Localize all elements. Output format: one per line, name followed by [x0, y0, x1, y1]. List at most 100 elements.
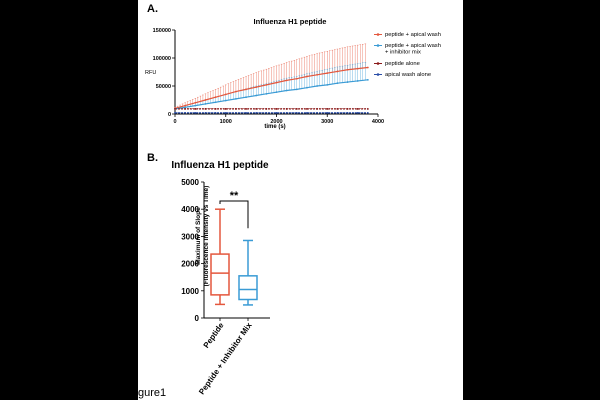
panel-a-point: [184, 104, 187, 107]
panel-a-point: [174, 108, 176, 110]
legend-label: peptide + apical wash: [385, 32, 441, 38]
panel-a-point: [214, 111, 217, 114]
legend-swatch-marker: [376, 62, 380, 65]
panel-a-point: [204, 99, 207, 101]
panel-b-title: Influenza H1 peptide: [171, 160, 269, 171]
panel-a-x-tick-label: 3000: [321, 119, 333, 125]
panel-a-point: [224, 93, 227, 96]
panel-a-point: [214, 96, 217, 99]
panel-a-point: [356, 108, 359, 110]
panel-a-x-tick-label: 4000: [372, 119, 384, 125]
panel-a-point: [285, 111, 288, 114]
panel-a-point: [316, 111, 318, 114]
box-iqr: [210, 253, 230, 296]
panel-a-point: [184, 108, 187, 110]
panel-a-point: [224, 108, 227, 110]
panel-a-axes: 0 50000 100000 150000 0 1000 2000 3000 4000: [153, 28, 384, 125]
panel-a-point: [295, 77, 298, 80]
panel-b-label: B.: [147, 152, 158, 164]
panel-a-point: [245, 111, 247, 114]
panel-a-point: [224, 99, 227, 102]
significance-stars: **: [230, 190, 239, 202]
panel-b-y-tick-label: 1000: [181, 287, 199, 296]
panel-a-point: [326, 108, 329, 110]
panel-a-ylabel: RFU: [145, 70, 156, 76]
panel-b-y-tick-label: 3000: [181, 232, 199, 241]
panel-a-point: [366, 108, 369, 110]
panel-b-y-tick-label: 0: [195, 314, 200, 323]
panel-b-y-tick-label: 2000: [181, 260, 199, 269]
panel-a-point: [245, 88, 247, 91]
panel-a-point: [184, 106, 187, 109]
panel-a-point: [295, 111, 298, 114]
panel-b-y-tick-label: 4000: [181, 205, 199, 214]
panel-a-y-tick-label: 0: [168, 112, 171, 118]
panel-a-point: [295, 108, 298, 110]
panel-a-point: [366, 78, 369, 81]
panel-a-point: [204, 108, 207, 110]
panel-a-point: [275, 111, 278, 114]
panel-b-significance: **: [219, 190, 249, 229]
panel-a-point: [275, 81, 278, 84]
panel-a-point: [336, 82, 339, 85]
panel-a-point: [224, 111, 227, 114]
panel-b-x-tick-label: Peptide: [202, 321, 226, 350]
panel-a-point: [235, 90, 237, 93]
panel-a-point: [346, 81, 349, 83]
panel-a-point: [346, 68, 349, 71]
panel-a-point: [194, 104, 197, 107]
panel-a-point: [204, 103, 207, 105]
legend-swatch-marker: [376, 33, 380, 36]
panel-a-point: [204, 111, 207, 114]
panel-a-series: [174, 66, 369, 114]
panel-a-point: [184, 111, 187, 114]
legend-label-line: peptide + apical wash: [385, 32, 441, 38]
panel-a-point: [194, 101, 197, 104]
panel-a-point: [245, 96, 247, 99]
legend-swatch-marker: [376, 73, 380, 76]
panel-a-point: [336, 111, 339, 114]
panel-a-point: [214, 108, 217, 110]
panel-a-point: [285, 89, 288, 92]
panel-a-point: [366, 111, 369, 114]
legend-label-line: apical wash alone: [385, 72, 431, 78]
panel-a-point: [275, 108, 278, 110]
panel-a-point: [316, 108, 318, 110]
panel-a-point: [316, 73, 318, 76]
panel-a-point: [265, 111, 268, 114]
panel-a-xlabel: time (s): [264, 124, 285, 130]
panel-a-y-tick-label: 50000: [156, 84, 171, 90]
panel-a-point: [285, 108, 288, 110]
panel-a-point: [316, 85, 318, 87]
legend-label-line: peptide alone: [385, 61, 420, 67]
figure-panel: A. Influenza H1 peptide RFU time (s) 0 50…: [138, 0, 463, 400]
panel-a-point: [275, 91, 278, 94]
panel-a-point: [306, 75, 308, 78]
panel-a-x-tick-label: 1000: [220, 119, 232, 125]
panel-b-y-tick-label: 5000: [181, 178, 199, 187]
panel-a-point: [285, 79, 288, 82]
panel-a-x-tick-label: 0: [173, 119, 176, 125]
panel-a-point: [295, 88, 298, 91]
panel-a-point: [255, 86, 258, 89]
legend-label-line: + inhibitor mix: [385, 50, 421, 56]
panel-a-point: [174, 111, 176, 114]
panel-a-point: [306, 108, 308, 110]
panel-a-point: [194, 111, 197, 114]
figure-svg: A. Influenza H1 peptide RFU time (s) 0 50…: [138, 3, 441, 399]
panel-b-ylabel-line-1: Maximum of Slope: [195, 207, 202, 265]
legend-label-line: peptide + apical wash: [385, 43, 441, 49]
legend-label: apical wash alone: [385, 72, 431, 78]
panel-a-point: [214, 101, 217, 104]
panel-a-point: [336, 70, 339, 73]
panel-a-point: [255, 94, 258, 97]
legend-label: peptide + apical wash + inhibitor mix: [385, 43, 441, 56]
panel-a-point: [235, 97, 237, 100]
panel-a-point: [346, 108, 349, 110]
panel-a-point: [326, 72, 329, 75]
panel-a-point: [356, 67, 359, 70]
panel-a-point: [366, 66, 369, 69]
panel-b-axes: 0 1000 2000 3000 4000 5000: [181, 178, 270, 323]
panel-a-errorbars: [174, 43, 367, 113]
